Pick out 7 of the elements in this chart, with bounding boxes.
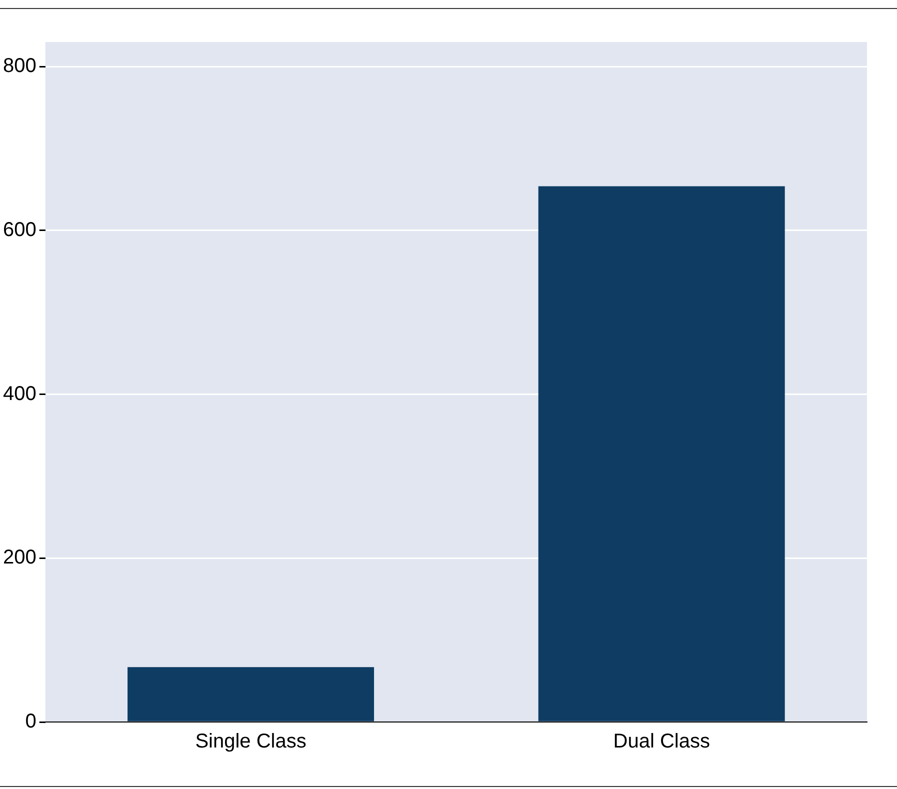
x-tick-label: Dual Class: [613, 730, 710, 753]
y-tick-label: 600: [2, 218, 36, 241]
y-tick-label: 0: [25, 710, 36, 733]
y-tick-label: 800: [2, 55, 36, 78]
x-tick-label: Single Class: [195, 730, 306, 753]
y-tick-label: 400: [2, 382, 36, 405]
y-tick-label: 200: [2, 546, 36, 569]
